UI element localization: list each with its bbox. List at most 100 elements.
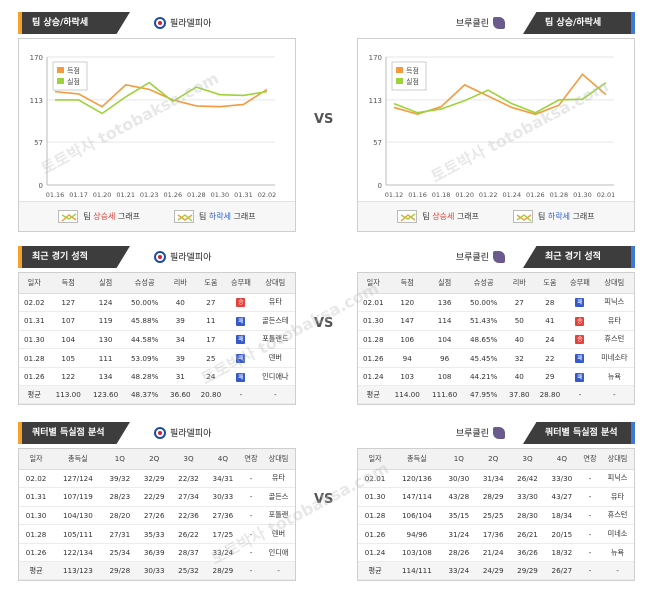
table-cell: 27 bbox=[504, 293, 535, 313]
table-cell: 뉴욕 bbox=[594, 367, 634, 387]
table-cell: 포틀랜드 bbox=[255, 330, 295, 350]
quarter-table-box: 일자 총득실 1Q 2Q 3Q 4Q 연장 상대팀 02.01 120/136 30/30 31/3… bbox=[357, 448, 635, 582]
table-row: 01.30 104 130 44.58% 34 17 패 포틀랜드 bbox=[19, 330, 295, 350]
table-cell: 덴버 bbox=[262, 524, 295, 544]
table-cell: 34/31 bbox=[205, 469, 241, 489]
team-name: 브루클린 bbox=[455, 19, 489, 29]
table-cell: 패 bbox=[565, 348, 595, 368]
table-cell: 33/24 bbox=[441, 561, 476, 581]
trend-chart-svg: 0 57 113 170 01.16 01.17 01.20 01.21 01.23 01.26 0… bbox=[30, 54, 277, 199]
table-cell: 유타 bbox=[255, 293, 295, 313]
table-cell: 20.80 bbox=[195, 385, 227, 405]
table-cell: 25/25 bbox=[476, 506, 511, 526]
table-cell: 47.95% bbox=[463, 385, 505, 405]
table-cell: 01.30 bbox=[358, 487, 393, 507]
table-cell: 36.60 bbox=[165, 385, 196, 405]
table-cell: 36/39 bbox=[137, 543, 172, 563]
table-cell: 50.00% bbox=[124, 293, 166, 313]
table-cell: 130 bbox=[86, 330, 125, 350]
y-tick-label: 0 bbox=[378, 182, 382, 190]
x-tick-label: 01.22 bbox=[479, 191, 498, 199]
table-cell: 덴버 bbox=[255, 348, 295, 368]
table-cell: 27 bbox=[195, 293, 227, 313]
column-header: 상대팀 bbox=[594, 273, 634, 294]
table-cell: 20/15 bbox=[544, 524, 580, 544]
x-tick-label: 01.18 bbox=[432, 191, 451, 199]
table-cell: - bbox=[262, 561, 295, 581]
table-cell: 45.88% bbox=[124, 311, 166, 331]
team-label: 필라델피아 bbox=[154, 426, 211, 439]
table-cell: 25/32 bbox=[171, 561, 206, 581]
table-row: 01.30 104/130 28/20 27/26 22/36 27/36- 포틀랜 bbox=[19, 506, 295, 526]
table-cell: - bbox=[240, 543, 263, 563]
table-cell: 02.01 bbox=[358, 293, 389, 313]
x-tick-label: 01.12 bbox=[385, 191, 404, 199]
table-cell: 01.26 bbox=[358, 524, 393, 544]
column-header: 도움 bbox=[534, 273, 566, 294]
table-cell: - bbox=[226, 385, 256, 405]
table-cell: 01.31 bbox=[19, 311, 50, 331]
table-cell: 평균 bbox=[19, 561, 54, 581]
table-cell: 27/36 bbox=[205, 506, 241, 526]
series-line-allowed bbox=[55, 81, 268, 115]
column-header: 연장 bbox=[579, 449, 602, 470]
team-label: 필라델피아 bbox=[154, 250, 211, 263]
table-cell: 01.28 bbox=[358, 330, 389, 350]
table-cell: 35/15 bbox=[441, 506, 476, 526]
x-tick-label: 01.31 bbox=[234, 191, 253, 199]
vs-label: VS bbox=[314, 316, 334, 331]
table-cell: 승 bbox=[565, 330, 595, 350]
table-cell: - bbox=[565, 385, 595, 405]
table-row: 01.28 105 111 53.09% 39 25 패 덴버 bbox=[19, 348, 295, 368]
table-cell: 포틀랜 bbox=[262, 506, 295, 526]
trend-tab: 팀 상승/하락세 bbox=[18, 12, 130, 34]
team-label: 브루클린 bbox=[456, 250, 505, 263]
table-cell: 147/114 bbox=[392, 487, 442, 507]
x-tick-label: 01.21 bbox=[116, 191, 135, 199]
table-cell: 미네소 bbox=[601, 524, 634, 544]
table-cell: 패 bbox=[226, 330, 256, 350]
team-name: 브루클린 bbox=[455, 253, 489, 263]
series-line-score bbox=[54, 83, 268, 108]
table-cell: 평균 bbox=[358, 385, 389, 405]
table-cell: 11 bbox=[195, 311, 227, 331]
table-cell: 106 bbox=[388, 330, 426, 350]
table-cell: 29/28 bbox=[102, 561, 137, 581]
column-header: 4Q bbox=[205, 449, 241, 470]
table-cell: 43/28 bbox=[441, 487, 476, 507]
table-cell: 127/124 bbox=[53, 469, 103, 489]
table-row: 01.24 103/108 28/26 21/24 36/26 18/32- 뉴욕 bbox=[358, 543, 634, 563]
table-cell: 17 bbox=[195, 330, 227, 350]
column-header: 득점 bbox=[49, 273, 87, 294]
table-cell: 01.30 bbox=[358, 311, 389, 331]
column-header: 리바 bbox=[504, 273, 535, 294]
table-cell: 31/24 bbox=[441, 524, 476, 544]
table-cell: 17/25 bbox=[205, 524, 241, 544]
chart-legend: 팀 상승세 그래프 팀 하락세 그래프 bbox=[19, 201, 295, 231]
table-cell: 111 bbox=[86, 348, 125, 368]
table-cell: 36/26 bbox=[510, 543, 545, 563]
x-tick-label: 01.20 bbox=[93, 191, 112, 199]
column-header: 4Q bbox=[544, 449, 580, 470]
x-tick-label: 01.26 bbox=[163, 191, 182, 199]
quarter-table-box: 일자 총득실 1Q 2Q 3Q 4Q 연장 상대팀 02.02 127/124 39/32 32/2… bbox=[18, 448, 296, 582]
legend-label: 득점 bbox=[406, 67, 419, 75]
team-panel-right: 브루클린 팀 상승/하락세 0 57 113 170 01.12 01.16 01.18 01… bbox=[357, 12, 635, 232]
legend-swatch bbox=[396, 67, 403, 73]
table-cell: - bbox=[579, 487, 602, 507]
table-cell: 44.58% bbox=[124, 330, 166, 350]
table-cell: 22/29 bbox=[137, 487, 172, 507]
table-cell: 유타 bbox=[601, 487, 634, 507]
trend-chart: 0 57 113 170 01.12 01.16 01.18 01.20 01.22 01.24 0… bbox=[357, 38, 635, 232]
table-cell: 미네소타 bbox=[594, 348, 634, 368]
x-tick-label: 01.17 bbox=[69, 191, 88, 199]
loss-badge: 패 bbox=[575, 298, 585, 308]
table-cell: 01.28 bbox=[19, 524, 54, 544]
table-cell: 27/34 bbox=[171, 487, 206, 507]
table-cell: 113/123 bbox=[53, 561, 103, 581]
table-cell: 30/30 bbox=[441, 469, 476, 489]
table-cell: 43/27 bbox=[544, 487, 580, 507]
table-cell: 01.30 bbox=[19, 506, 54, 526]
